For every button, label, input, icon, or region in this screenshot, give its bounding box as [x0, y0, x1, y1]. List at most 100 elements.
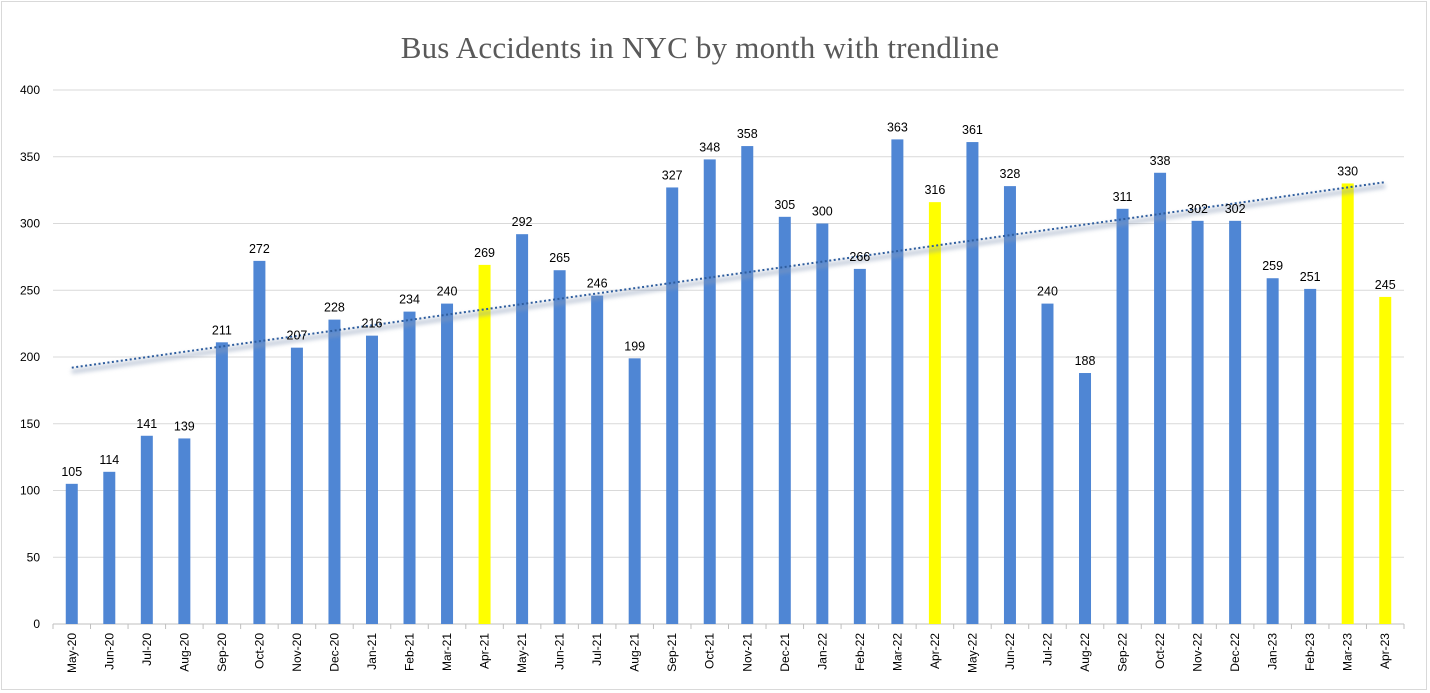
- x-tick-label: Jan-21: [365, 633, 379, 670]
- bar-jun-22: [1003, 186, 1016, 624]
- data-label: 302: [1225, 202, 1246, 216]
- bar-jun-20: [103, 471, 116, 624]
- y-tick-label: 150: [20, 417, 40, 431]
- data-label: 327: [662, 168, 683, 182]
- bar-feb-21: [403, 311, 416, 624]
- bar-apr-21: [478, 264, 491, 624]
- bar-aug-22: [1079, 373, 1092, 624]
- bar-jan-21: [365, 335, 378, 624]
- gridlines: [53, 89, 1404, 625]
- x-tick-label: Apr-23: [1378, 633, 1392, 669]
- data-label: 300: [812, 205, 833, 219]
- x-axis-ticks: May-20 Jun-20 Jul-20 Aug-20 Sep-20 Oct-20 Nov-…: [52, 624, 1405, 673]
- data-label: 141: [136, 417, 157, 431]
- data-label: 272: [249, 242, 270, 256]
- x-tick-label: Sep-22: [1116, 633, 1130, 672]
- bar-apr-23: [1379, 296, 1392, 624]
- x-tick-label: Nov-20: [290, 633, 304, 672]
- x-tick-label: Dec-21: [778, 633, 792, 672]
- x-tick-label: Jun-21: [553, 633, 567, 670]
- trendline-line: [71, 181, 1386, 369]
- data-label: 188: [1075, 354, 1096, 368]
- x-tick-label: Jan-23: [1266, 633, 1280, 670]
- bar-nov-21: [741, 146, 754, 624]
- x-tick-label: Feb-23: [1303, 633, 1317, 671]
- bar-feb-23: [1304, 288, 1317, 624]
- x-tick-label: May-21: [515, 633, 529, 673]
- bar-sep-21: [666, 187, 679, 624]
- y-tick-label: 400: [20, 83, 40, 97]
- bar-jun-21: [553, 270, 566, 624]
- bar-dec-21: [778, 216, 791, 624]
- x-tick-label: Feb-22: [853, 633, 867, 671]
- data-label: 302: [1187, 202, 1208, 216]
- bar-jul-22: [1041, 303, 1054, 624]
- bar-jan-22: [816, 223, 829, 624]
- data-label: 246: [587, 277, 608, 291]
- bar-jan-23: [1266, 278, 1279, 624]
- x-tick-label: Aug-22: [1078, 633, 1092, 672]
- trendline: [71, 181, 1386, 374]
- y-axis-ticks: 0 50 100 150 200 250 300 350 400: [20, 83, 40, 631]
- x-tick-label: Feb-21: [403, 633, 417, 671]
- bars: [65, 139, 1392, 625]
- bar-oct-21: [703, 159, 716, 625]
- x-tick-label: Oct-22: [1153, 633, 1167, 669]
- data-label: 114: [99, 453, 119, 467]
- data-label: 311: [1113, 190, 1133, 204]
- data-label: 361: [962, 123, 983, 137]
- data-label: 292: [512, 215, 533, 229]
- data-label: 358: [737, 127, 758, 141]
- data-label: 338: [1150, 154, 1171, 168]
- trendline-shadow: [71, 184, 1386, 374]
- y-tick-label: 350: [20, 150, 40, 164]
- data-labels: 105 114 141 139 211 272 207 228 216 234 240 269 292 2…: [61, 120, 1395, 478]
- data-label: 234: [399, 293, 420, 307]
- y-tick-label: 300: [20, 217, 40, 231]
- data-label: 269: [474, 246, 495, 260]
- x-tick-label: Mar-23: [1341, 633, 1355, 671]
- x-tick-label: May-22: [965, 633, 979, 673]
- bar-may-21: [516, 234, 529, 624]
- y-tick-label: 250: [20, 283, 40, 297]
- data-label: 216: [362, 317, 383, 331]
- data-label: 199: [624, 339, 645, 353]
- bar-nov-20: [290, 347, 303, 624]
- x-tick-label: Sep-21: [665, 633, 679, 672]
- x-tick-label: Oct-20: [252, 633, 266, 669]
- bar-mar-23: [1341, 183, 1354, 624]
- bar-jul-21: [591, 295, 604, 624]
- bar-jul-20: [140, 435, 153, 624]
- x-tick-label: Dec-20: [327, 633, 341, 672]
- x-tick-label: Apr-21: [478, 633, 492, 669]
- bar-may-20: [65, 483, 78, 624]
- data-label: 228: [324, 301, 345, 315]
- bar-aug-20: [178, 438, 191, 624]
- data-label: 245: [1375, 278, 1396, 292]
- data-label: 363: [887, 120, 908, 134]
- data-label: 105: [61, 465, 82, 479]
- x-tick-label: Nov-22: [1191, 633, 1205, 672]
- bar-dec-22: [1229, 220, 1242, 624]
- data-label: 348: [699, 140, 720, 154]
- x-tick-label: Jul-20: [140, 633, 154, 666]
- x-tick-label: Dec-22: [1228, 633, 1242, 672]
- bar-oct-20: [253, 260, 266, 624]
- data-label: 251: [1300, 270, 1321, 284]
- bar-aug-21: [628, 358, 641, 624]
- bar-apr-22: [928, 202, 941, 624]
- x-tick-label: Jan-22: [815, 633, 829, 670]
- x-tick-label: Apr-22: [928, 633, 942, 669]
- data-label: 316: [924, 183, 945, 197]
- bar-mar-21: [441, 303, 454, 624]
- x-tick-label: May-20: [65, 633, 79, 673]
- bar-sep-22: [1116, 208, 1129, 624]
- x-tick-label: Oct-21: [703, 633, 717, 669]
- x-tick-label: Mar-21: [440, 633, 454, 671]
- x-tick-label: Nov-21: [740, 633, 754, 672]
- bar-sep-20: [215, 342, 228, 624]
- data-label: 259: [1262, 259, 1283, 273]
- data-label: 211: [212, 323, 232, 337]
- bar-nov-22: [1191, 220, 1204, 624]
